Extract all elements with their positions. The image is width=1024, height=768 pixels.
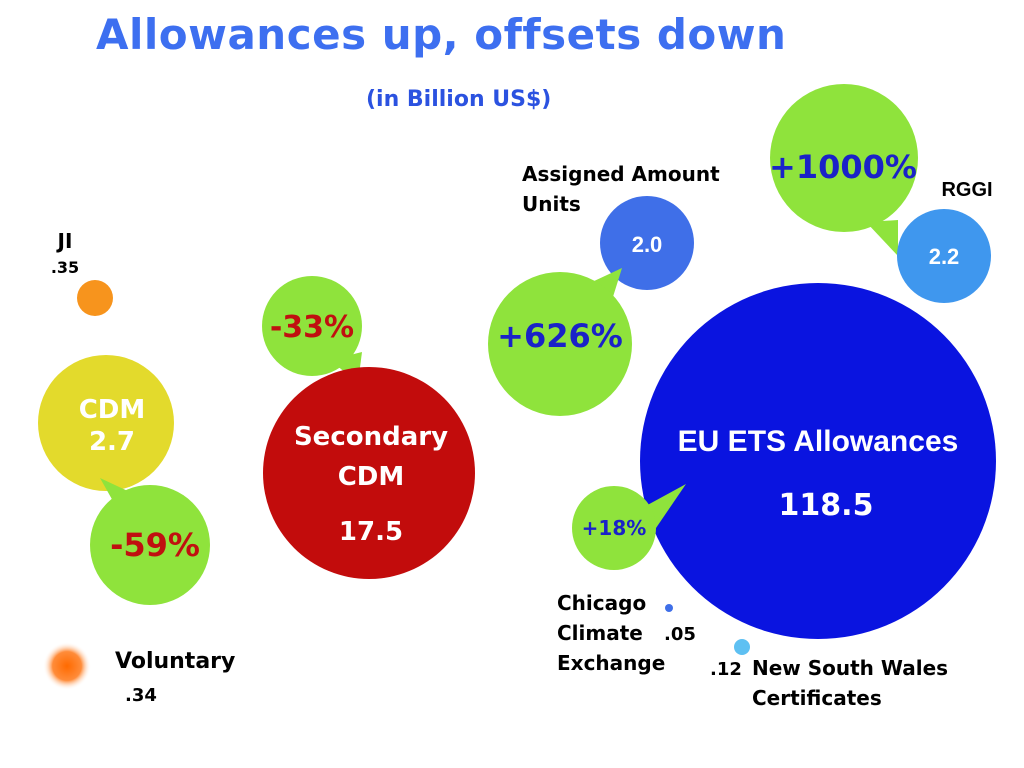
aau-name-line2: Units — [522, 192, 581, 216]
aau-change-pointer — [592, 268, 622, 300]
voluntary-value: .34 — [125, 685, 157, 706]
aau-change-callout — [488, 272, 632, 416]
secondary-cdm-bubble — [263, 367, 475, 579]
rggi-change-pointer — [866, 220, 898, 256]
rggi-bubble — [897, 209, 991, 303]
voluntary-name: Voluntary — [115, 649, 235, 674]
ji-value: .35 — [51, 258, 79, 277]
cdm-change-label: -59% — [110, 526, 200, 564]
nsw-name-line2: Certificates — [752, 686, 882, 710]
rggi-change-label: +1000% — [769, 148, 917, 186]
eu-ets-change-callout — [572, 486, 656, 570]
aau-name-line1: Assigned Amount — [522, 162, 720, 186]
eu-ets-value: 118.5 — [779, 488, 874, 523]
rggi-change-callout — [770, 84, 918, 232]
ccx-name-line1: Chicago — [557, 591, 646, 615]
ji-name: JI — [56, 229, 73, 253]
nsw-value: .12 — [710, 659, 742, 680]
eu-ets-change-label: +18% — [582, 516, 647, 540]
chart-title: Allowances up, offsets down — [96, 10, 787, 59]
ccx-name-line2: Climate — [557, 621, 643, 645]
cdm-value: 2.7 — [89, 427, 135, 457]
aau-value: 2.0 — [632, 232, 663, 257]
secondary-cdm-value: 17.5 — [339, 517, 403, 547]
eu-ets-bubble — [640, 283, 996, 639]
chart-subtitle: (in Billion US$) — [366, 87, 552, 112]
aau-change-label: +626% — [497, 317, 623, 355]
ccx-name-line3: Exchange — [557, 651, 665, 675]
secondary-cdm-change-callout — [262, 276, 362, 376]
rggi-value: 2.2 — [929, 244, 960, 269]
ccx-value: .05 — [664, 624, 696, 645]
eu-ets-name: EU ETS Allowances — [678, 425, 959, 458]
secondary-cdm-name-line2: CDM — [338, 462, 405, 492]
rggi-name: RGGI — [941, 179, 992, 201]
cdm-name: CDM — [79, 395, 146, 425]
nsw-bubble — [734, 639, 750, 655]
secondary-cdm-change-label: -33% — [270, 310, 354, 345]
ccx-bubble — [665, 604, 673, 612]
aau-bubble — [600, 196, 694, 290]
cdm-change-callout — [90, 485, 210, 605]
cdm-bubble — [38, 355, 174, 491]
nsw-name-line1: New South Wales — [752, 656, 948, 680]
secondary-cdm-name-line1: Secondary — [294, 422, 448, 452]
voluntary-bubble — [43, 642, 91, 690]
ji-bubble — [77, 280, 113, 316]
